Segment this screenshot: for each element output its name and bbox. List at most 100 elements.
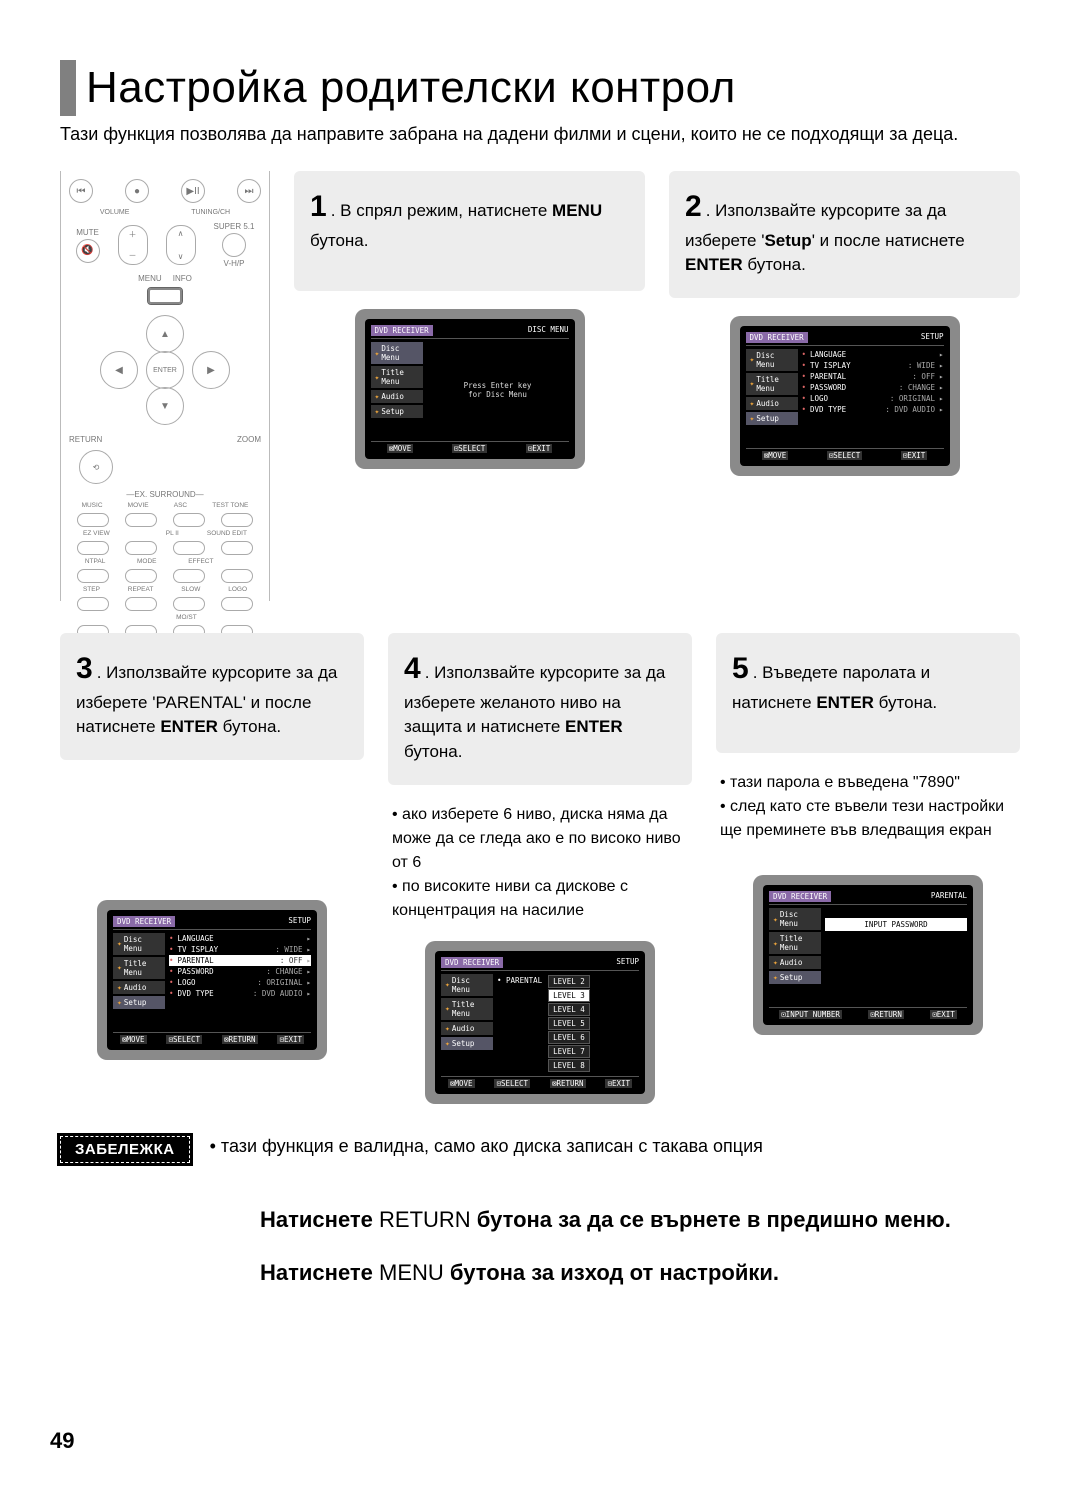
dpad: ▲ ◀ ENTER ▶ ▼	[100, 315, 230, 425]
step-2-column: 2. Използвайте курсорите за да изберете …	[669, 171, 1020, 601]
step-2-number: 2	[685, 190, 702, 223]
tv-screen-1: DVD RECEIVER DISC MENU ✦Disc Menu✦Title M…	[355, 309, 585, 469]
label-ex-surround: —EX. SURROUND—	[69, 490, 261, 499]
remote-illustration: ⏮●▶II⏭ VOLUME TUNING/CH MUTE 🔇 ＋－ ∧∨ SUP…	[60, 171, 270, 601]
page-title: Настройка родителски контрол	[86, 63, 736, 113]
note-text: • тази функция е валидна, само ако диска…	[210, 1136, 763, 1157]
tv5-brand: DVD RECEIVER	[769, 891, 831, 902]
footer-2b: MENU	[379, 1260, 450, 1285]
tv1-footer: ⊠MOVE⊡SELECT⊡EXIT	[371, 441, 569, 453]
step-4-number: 4	[404, 652, 421, 685]
tv5-sidebar: ✦Disc Menu✦Title Menu✦Audio✦Setup	[769, 908, 821, 1004]
label-super: SUPER 5.1	[214, 222, 255, 231]
tv5-footer: ⊡INPUT NUMBER⊡RETURN⊡EXIT	[769, 1007, 967, 1019]
tv1-corner: DISC MENU	[528, 325, 569, 336]
footer-1b: RETURN	[379, 1207, 477, 1232]
step-2-bold2: ENTER	[685, 255, 743, 274]
title-bar: Настройка родителски контрол	[60, 60, 1020, 116]
step-3-bold: ENTER	[160, 717, 218, 736]
menu-button-highlight	[147, 287, 183, 305]
footer-2a: Натиснете	[260, 1260, 379, 1285]
row-1: ⏮●▶II⏭ VOLUME TUNING/CH MUTE 🔇 ＋－ ∧∨ SUP…	[60, 171, 1020, 601]
footer-1c: бутона за да се върнете в предишно меню.	[477, 1207, 951, 1232]
step-1-card: 1. В спрял режим, натиснете MENU бутона.	[294, 171, 645, 291]
label-zoom: ZOOM	[237, 435, 261, 444]
step-3-card: 3. Използвайте курсорите за да изберете …	[60, 633, 364, 760]
step-1-text-a: . В спрял режим, натиснете	[331, 201, 552, 220]
step-2-bold1: Setup	[764, 231, 811, 250]
tv2-footer: ⊠MOVE⊡SELECT⊡EXIT	[746, 448, 944, 460]
step-3-column: 3. Използвайте курсорите за да изберете …	[60, 633, 364, 1103]
title-accent-tab	[60, 60, 76, 116]
tv1-main: Press Enter key for Disc Menu	[427, 342, 569, 438]
label-volume: VOLUME	[100, 209, 130, 216]
tv4-corner: SETUP	[616, 957, 639, 968]
step-4-text: . Използвайте курсорите за да изберете ж…	[404, 663, 665, 736]
step-4-after: бутона.	[404, 742, 462, 761]
tv5-input-password: INPUT PASSWORD	[825, 918, 967, 931]
step-5-bullets: • тази парола е въведена "7890"• след ка…	[716, 771, 1020, 843]
tv4-parental-label: PARENTAL	[506, 976, 542, 985]
label-return: RETURN	[69, 435, 102, 444]
tv-screen-5: DVD RECEIVER PARENTAL ✦Disc Menu✦Title Me…	[753, 875, 983, 1035]
label-vhp: V-H/P	[224, 259, 245, 268]
step-2-text-b: ' и после натиснете	[812, 231, 965, 250]
step-5-card: 5. Въведете паролата и натиснете ENTER б…	[716, 633, 1020, 753]
label-mute: MUTE	[76, 228, 99, 237]
step-4-bold: ENTER	[565, 717, 623, 736]
label-info: INFO	[173, 274, 192, 283]
step-1-text-b: бутона.	[310, 231, 368, 250]
intro-text: Тази функция позволява да направите забр…	[60, 122, 1020, 147]
screen-5-wrap: DVD RECEIVER PARENTAL ✦Disc Menu✦Title Me…	[716, 875, 1020, 1035]
step-1-number: 1	[310, 190, 327, 223]
step-3-number: 3	[76, 652, 93, 685]
tv5-main: INPUT PASSWORD	[825, 908, 967, 1004]
screen-3-wrap: DVD RECEIVER SETUP ✦Disc Menu✦Title Menu✦…	[60, 900, 364, 1060]
tv4-main: • PARENTAL LEVEL 2LEVEL 3LEVEL 4LEVEL 5L…	[497, 974, 639, 1073]
tv1-brand: DVD RECEIVER	[371, 325, 433, 336]
step-4-bullets: • ако изберете 6 ниво, диска няма да мож…	[388, 803, 692, 923]
tv3-footer: ⊠MOVE⊡SELECT⊠RETURN⊡EXIT	[113, 1032, 311, 1044]
enter-button: ENTER	[146, 351, 184, 389]
tv2-rows: •LANGUAGE▸•TV ISPLAY: WIDE▸•PARENTAL: OF…	[802, 349, 944, 445]
return-button: ⟲	[79, 450, 113, 484]
step-5-column: 5. Въведете паролата и натиснете ENTER б…	[716, 633, 1020, 1103]
tv1-msg1: Press Enter key	[464, 381, 532, 390]
footer-instructions: Натиснете RETURN бутона за да се върнете…	[60, 1203, 1020, 1289]
tv3-brand: DVD RECEIVER	[113, 916, 175, 927]
tv-screen-2: DVD RECEIVER SETUP ✦Disc Menu✦Title Menu✦…	[730, 316, 960, 476]
label-menu: MENU	[138, 274, 162, 283]
tv4-footer: ⊠MOVE⊡SELECT⊠RETURN⊡EXIT	[441, 1076, 639, 1088]
step-4-column: 4. Използвайте курсорите за да изберете …	[388, 633, 692, 1103]
step-2-text-c: бутона.	[743, 255, 806, 274]
step-5-bold: ENTER	[816, 693, 874, 712]
note-badge: ЗАБЕЛЕЖКА	[60, 1136, 190, 1163]
note-row: ЗАБЕЛЕЖКА • тази функция е валидна, само…	[60, 1136, 1020, 1163]
step-5-number: 5	[732, 652, 749, 685]
screen-1-wrap: DVD RECEIVER DISC MENU ✦Disc Menu✦Title M…	[294, 309, 645, 469]
tv2-brand: DVD RECEIVER	[746, 332, 808, 343]
screen-4-wrap: DVD RECEIVER SETUP ✦Disc Menu✦Title Menu✦…	[388, 941, 692, 1104]
step-3-after: бутона.	[218, 717, 281, 736]
label-tuning: TUNING/CH	[191, 209, 230, 216]
tv-screen-3: DVD RECEIVER SETUP ✦Disc Menu✦Title Menu✦…	[97, 900, 327, 1060]
footer-2c: бутона за изход от настройки.	[450, 1260, 779, 1285]
step-1-bold: MENU	[552, 201, 602, 220]
step-2-card: 2. Използвайте курсорите за да изберете …	[669, 171, 1020, 298]
tv4-levels: LEVEL 2LEVEL 3LEVEL 4LEVEL 5LEVEL 6LEVEL…	[548, 974, 590, 1073]
tv2-corner: SETUP	[921, 332, 944, 343]
tv4-sidebar: ✦Disc Menu✦Title Menu✦Audio✦Setup	[441, 974, 493, 1073]
row-2: 3 . Използвайте курсорите за да изберете …	[60, 633, 1020, 1103]
step-5-after: бутона.	[874, 693, 937, 712]
tv4-brand: DVD RECEIVER	[441, 957, 503, 968]
tv3-corner: SETUP	[288, 916, 311, 927]
tv1-msg2: for Disc Menu	[468, 390, 527, 399]
screen-2-wrap: DVD RECEIVER SETUP ✦Disc Menu✦Title Menu✦…	[669, 316, 1020, 476]
tv1-sidebar: ✦Disc Menu✦Title Menu✦Audio✦Setup	[371, 342, 423, 438]
page-number: 49	[50, 1428, 74, 1454]
tv-screen-4: DVD RECEIVER SETUP ✦Disc Menu✦Title Menu✦…	[425, 941, 655, 1104]
tv2-sidebar: ✦Disc Menu✦Title Menu✦Audio✦Setup	[746, 349, 798, 445]
tv3-rows: •LANGUAGE▸•TV ISPLAY: WIDE▸•PARENTAL: OF…	[169, 933, 311, 1029]
tv5-corner: PARENTAL	[931, 891, 967, 902]
tv3-sidebar: ✦Disc Menu✦Title Menu✦Audio✦Setup	[113, 933, 165, 1029]
